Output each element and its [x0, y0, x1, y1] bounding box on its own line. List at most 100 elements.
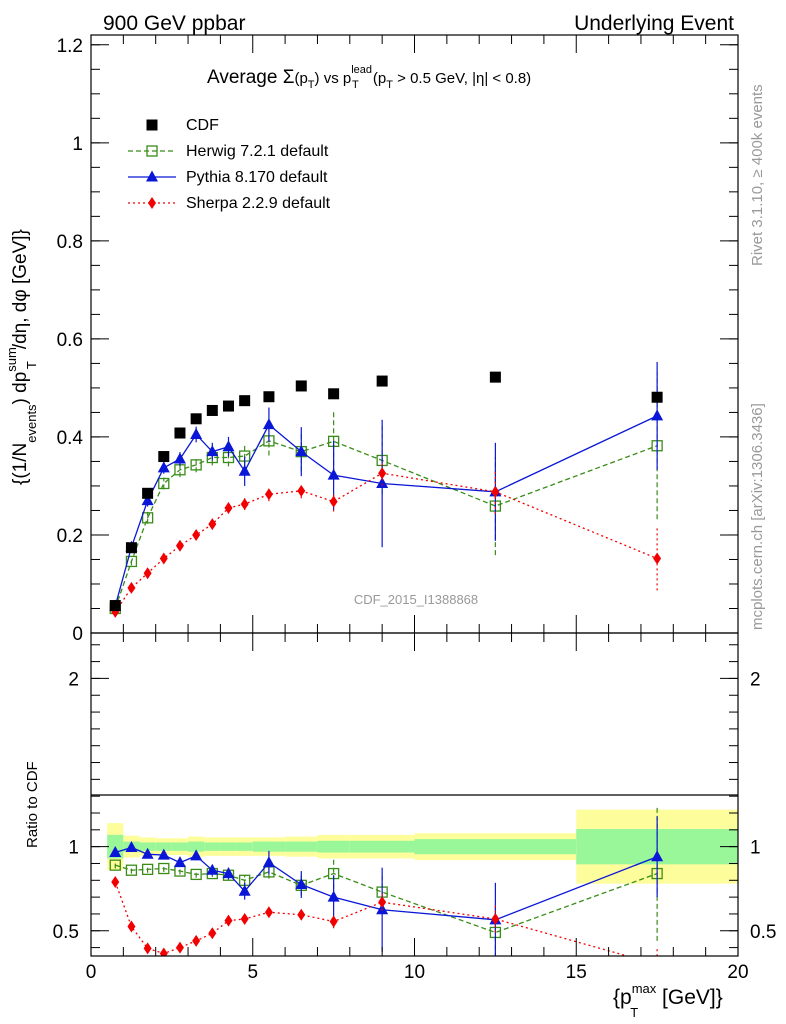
- ratio-xtick-label: 5: [247, 962, 258, 983]
- ratio-point-herwig: [109, 859, 121, 871]
- ratio-point-sherpa: [208, 927, 217, 940]
- ratio-point-sherpa: [127, 920, 136, 933]
- legend-marker-herwig: [146, 145, 158, 157]
- ratio-point-pythia: [125, 840, 138, 852]
- main-point-pythia: [651, 409, 664, 421]
- ratio-band-inner: [204, 842, 221, 851]
- main-point-sherpa: [491, 485, 500, 498]
- ratio-band-layer: [107, 809, 738, 884]
- main-ylabel: {(1/Nevents) dpsum T/dη, dφ [GeV]}: [4, 229, 39, 485]
- legend-label-sherpa: Sherpa 2.2.9 default: [186, 195, 331, 212]
- ratio-point-pythia: [206, 863, 219, 875]
- legend-marker-cdf: [146, 119, 158, 131]
- main-ytick-label: 0.6: [57, 330, 83, 351]
- ratio-band-inner: [171, 842, 189, 851]
- main-clipped-group: [109, 361, 664, 618]
- main-point-cdf: [489, 371, 501, 383]
- ratio-point-pythia: [295, 878, 308, 890]
- ratio-point-sherpa: [159, 947, 168, 956]
- main-point-pythia: [141, 494, 154, 506]
- main-point-sherpa: [297, 484, 306, 497]
- main-point-herwig: [190, 459, 202, 471]
- legend-marker-sherpa: [148, 197, 156, 209]
- ratio-band-inner: [188, 841, 205, 852]
- main-point-herwig: [158, 477, 170, 490]
- ratio-ytick-label-right: 2: [750, 669, 761, 690]
- main-point-sherpa: [208, 518, 217, 531]
- ratio-point-pythia: [262, 856, 275, 868]
- ratio-point-pythia: [651, 850, 664, 862]
- ratio-ylabel: Ratio to CDF: [24, 761, 41, 848]
- main-panel: 0 0.2 0.4 0.6 0.8 1 1.2 Average Σ(pT) vs plead…: [4, 34, 739, 645]
- ratio-clipped-group: [109, 806, 664, 956]
- ratio-series-layer: [109, 806, 664, 956]
- main-ytick-label: 1.2: [57, 36, 83, 57]
- legend-markers: [128, 119, 176, 209]
- ratio-point-sherpa: [297, 908, 306, 921]
- main-point-sherpa: [329, 495, 338, 508]
- main-ytick-label: 0.8: [57, 232, 83, 253]
- ratio-point-sherpa: [224, 914, 233, 927]
- ratio-point-sherpa: [264, 906, 273, 919]
- main-point-cdf: [376, 375, 388, 387]
- main-point-pythia: [206, 445, 219, 457]
- main-point-pythia: [238, 464, 251, 476]
- ratio-point-pythia: [222, 867, 235, 879]
- main-point-cdf: [263, 391, 275, 403]
- ratio-xtick-label: 15: [566, 962, 587, 983]
- main-point-cdf: [222, 400, 234, 412]
- ratio-xtick-label: 10: [404, 962, 425, 983]
- legend-marker-pythia: [146, 170, 158, 182]
- ratio-band-inner: [414, 839, 577, 855]
- ratio-point-sherpa: [143, 942, 152, 955]
- ratio-point-pythia: [141, 847, 154, 859]
- main-point-cdf: [651, 391, 663, 403]
- main-line-pythia: [114, 415, 658, 607]
- mcplots-label: mcplots.cern.ch [arXiv:1306.3436]: [749, 403, 766, 630]
- main-point-sherpa: [175, 539, 184, 552]
- main-point-herwig: [141, 512, 154, 524]
- rivet-label: Rivet 3.1.10, ≥ 400k events: [749, 84, 766, 266]
- ratio-point-herwig: [125, 864, 138, 876]
- ratio-point-sherpa: [175, 941, 184, 954]
- legend-label-cdf: CDF: [186, 117, 219, 134]
- ratio-point-herwig: [158, 862, 170, 875]
- main-point-sherpa: [378, 467, 387, 480]
- header-right: Underlying Event: [574, 12, 734, 35]
- ratio-line-sherpa: [114, 881, 630, 956]
- legend-label-pythia: Pythia 8.170 default: [186, 169, 328, 186]
- main-point-cdf: [190, 413, 202, 425]
- legend: CDF Herwig 7.2.1 default Pythia 8.170 de…: [128, 117, 331, 212]
- main-point-sherpa: [143, 567, 152, 580]
- ratio-point-sherpa: [378, 896, 387, 909]
- ratio-ytick-label: 1: [68, 838, 79, 859]
- header-left: 900 GeV ppbar: [103, 12, 245, 35]
- ratio-ticks: 0.5 0.51 12 20 5 10 15 20: [53, 633, 776, 983]
- main-point-pythia: [222, 440, 235, 452]
- ratio-band-inner: [252, 841, 286, 852]
- main-point-herwig: [125, 555, 138, 568]
- ratio-band-inner: [155, 842, 172, 851]
- main-point-cdf: [158, 451, 170, 463]
- legend-label-herwig: Herwig 7.2.1 default: [186, 143, 329, 160]
- ratio-xtick-label: 0: [86, 962, 97, 983]
- ratio-ytick-label: 2: [68, 669, 79, 690]
- main-point-cdf: [328, 388, 340, 400]
- ratio-point-sherpa: [240, 912, 249, 925]
- ratio-point-sherpa: [491, 912, 500, 925]
- ratio-band-inner: [317, 840, 350, 853]
- main-line-herwig: [114, 440, 658, 609]
- ratio-band-inner: [139, 842, 156, 851]
- main-point-pythia: [262, 418, 275, 430]
- main-ytick-label: 0.2: [57, 526, 83, 547]
- ratio-xtick-label: 20: [727, 962, 748, 983]
- main-point-cdf: [239, 395, 251, 407]
- main-ticks: 0 0.2 0.4 0.6 0.8 1 1.2: [57, 35, 739, 645]
- ratio-band-inner: [220, 842, 237, 851]
- main-point-sherpa: [224, 502, 233, 515]
- main-point-cdf: [109, 600, 121, 612]
- ratio-band-inner: [236, 842, 253, 851]
- main-series-layer: [109, 361, 664, 618]
- ratio-point-pythia: [109, 846, 122, 858]
